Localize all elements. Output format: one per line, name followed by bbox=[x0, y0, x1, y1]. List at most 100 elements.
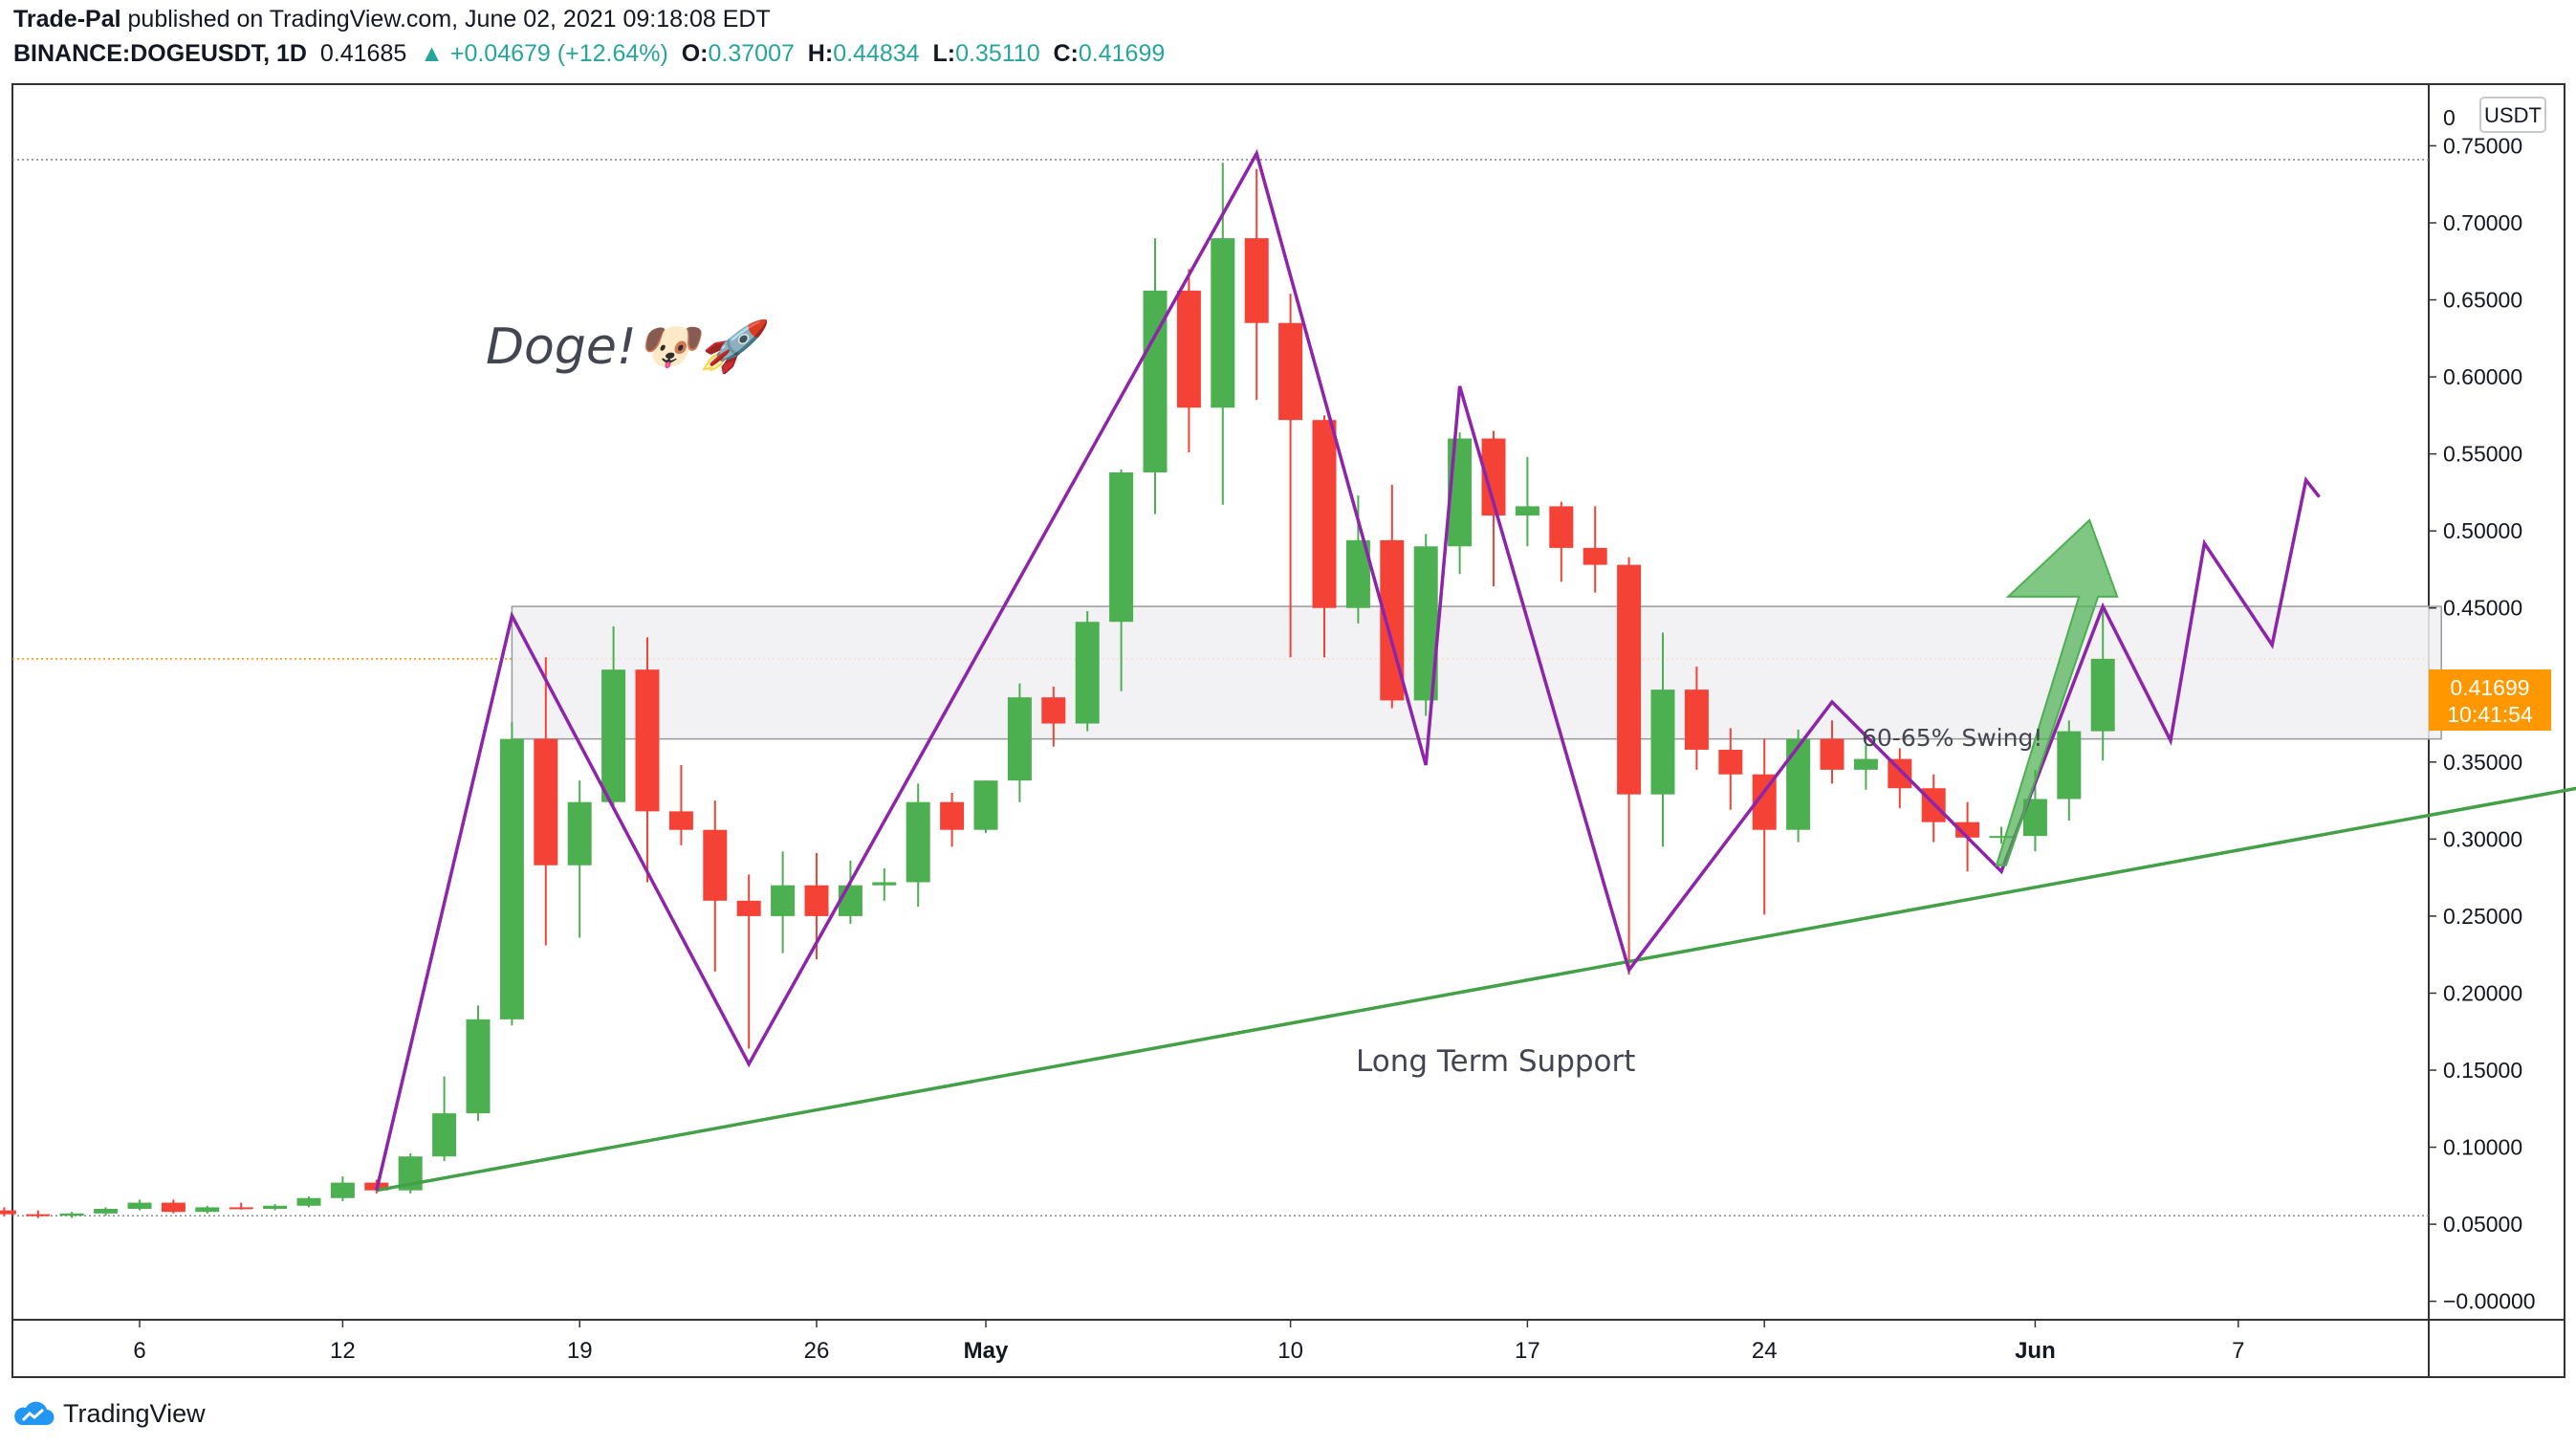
x-tick-label: 12 bbox=[330, 1338, 356, 1364]
candle bbox=[1075, 610, 1100, 732]
candle bbox=[1820, 720, 1845, 784]
candle bbox=[1278, 294, 1303, 658]
candle bbox=[736, 874, 761, 1049]
candle-body bbox=[1853, 758, 1878, 770]
candle bbox=[601, 626, 626, 809]
resistance-zone bbox=[511, 605, 2442, 740]
resistance-zone-layer bbox=[511, 605, 2442, 740]
candle-body bbox=[499, 738, 524, 1019]
candle bbox=[161, 1199, 186, 1214]
candle bbox=[296, 1196, 321, 1208]
y-tick-label-partial: 0 bbox=[2443, 105, 2456, 130]
close-label: C: bbox=[1053, 40, 1079, 67]
candle bbox=[1143, 238, 1168, 515]
x-tick-label: 10 bbox=[1277, 1338, 1303, 1364]
chart-frame bbox=[11, 83, 2565, 1378]
candle bbox=[635, 637, 660, 883]
candle bbox=[1617, 557, 1642, 975]
candle bbox=[1041, 686, 1066, 747]
candle-body bbox=[838, 885, 862, 916]
y-tick-label: 0.50000 bbox=[2443, 518, 2522, 543]
candle-body bbox=[466, 1019, 491, 1114]
high-label: H: bbox=[807, 40, 834, 67]
candle-body bbox=[703, 829, 728, 901]
candle-body bbox=[1684, 690, 1709, 750]
y-tick-label: 0.75000 bbox=[2443, 133, 2522, 158]
candle bbox=[0, 1207, 16, 1217]
candle-body bbox=[1718, 749, 1743, 775]
x-tick-label: May bbox=[964, 1338, 1009, 1364]
candle bbox=[1549, 501, 1574, 582]
x-tick-label: 6 bbox=[133, 1338, 145, 1364]
swing-label: 60-65% Swing! bbox=[1862, 724, 2042, 752]
candle-body bbox=[906, 801, 930, 883]
publisher-name[interactable]: Trade-Pal bbox=[13, 6, 121, 33]
candle bbox=[26, 1210, 51, 1218]
candle bbox=[1921, 774, 1946, 843]
candle-body bbox=[1075, 622, 1100, 724]
publication-info: Trade-Pal published on TradingView.com, … bbox=[13, 6, 771, 33]
candle bbox=[1650, 632, 1675, 847]
candle bbox=[263, 1204, 288, 1211]
low-label: L: bbox=[932, 40, 956, 67]
candle bbox=[1989, 826, 2014, 844]
candle bbox=[534, 657, 558, 946]
low-value: 0.35110 bbox=[955, 40, 1040, 67]
candle-body bbox=[567, 801, 592, 865]
currency-button[interactable]: USDT bbox=[2479, 97, 2546, 133]
last-price: 0.41685 bbox=[319, 40, 407, 67]
candles-layer bbox=[0, 163, 2115, 1218]
candle bbox=[127, 1199, 152, 1211]
y-tick-label: 0.25000 bbox=[2443, 904, 2522, 929]
symbol-label[interactable]: BINANCE:DOGEUSDT, 1D bbox=[13, 40, 307, 67]
candle bbox=[195, 1205, 220, 1214]
y-tick-label: 0.30000 bbox=[2443, 826, 2522, 851]
tradingview-brand[interactable]: TradingView bbox=[11, 1396, 206, 1431]
chart-title-annotation: Doge!🐶🚀 bbox=[486, 318, 771, 376]
price-tag-value: 0.41699 bbox=[2450, 675, 2529, 700]
candle-body bbox=[0, 1210, 16, 1215]
y-tick-label: 0.55000 bbox=[2443, 442, 2522, 467]
candle bbox=[1888, 748, 1912, 809]
candle-body bbox=[1989, 836, 2014, 839]
x-tick-label: 7 bbox=[2232, 1338, 2244, 1364]
y-tick-label: 0.15000 bbox=[2443, 1058, 2522, 1083]
candle-body bbox=[1041, 697, 1066, 724]
candle-body bbox=[296, 1197, 321, 1206]
candle bbox=[567, 780, 592, 938]
y-tick-label: 0.10000 bbox=[2443, 1135, 2522, 1160]
y-tick-label: 0.60000 bbox=[2443, 364, 2522, 389]
candle bbox=[229, 1202, 253, 1210]
candle-body bbox=[1515, 506, 1539, 516]
candle bbox=[330, 1176, 355, 1201]
candle-body bbox=[804, 885, 829, 916]
candle bbox=[940, 793, 965, 847]
candle-body bbox=[635, 669, 660, 812]
currency-label: USDT bbox=[2484, 103, 2542, 127]
price-pattern-path bbox=[375, 148, 2321, 1192]
high-value: 0.44834 bbox=[833, 40, 920, 67]
candle bbox=[2090, 610, 2115, 761]
candle bbox=[838, 860, 862, 924]
candle-body bbox=[127, 1202, 152, 1210]
candle bbox=[2057, 720, 2082, 822]
price-axis[interactable]: 0.75000 0.70000 0.65000 0.60000 0.55000 0.500… bbox=[2429, 105, 2536, 1314]
candle bbox=[1448, 432, 1473, 575]
candle bbox=[499, 721, 524, 1026]
close-value: 0.41699 bbox=[1078, 40, 1166, 67]
candle-body bbox=[872, 882, 897, 886]
y-tick-label: 0.45000 bbox=[2443, 596, 2522, 621]
candle bbox=[1752, 738, 1777, 915]
candle bbox=[1380, 484, 1405, 709]
candle-body bbox=[1617, 564, 1642, 795]
candle-body bbox=[668, 811, 693, 830]
candle-body bbox=[1278, 322, 1303, 421]
candle-body bbox=[1650, 690, 1675, 795]
y-tick-label: 0.65000 bbox=[2443, 288, 2522, 313]
candle bbox=[1312, 415, 1337, 658]
time-axis[interactable]: 6 12 19 26 May 10 17 24 Jun 7 bbox=[133, 1320, 2244, 1364]
candle bbox=[1583, 506, 1607, 593]
x-tick-label: Jun bbox=[2015, 1338, 2056, 1364]
candle bbox=[872, 867, 897, 901]
